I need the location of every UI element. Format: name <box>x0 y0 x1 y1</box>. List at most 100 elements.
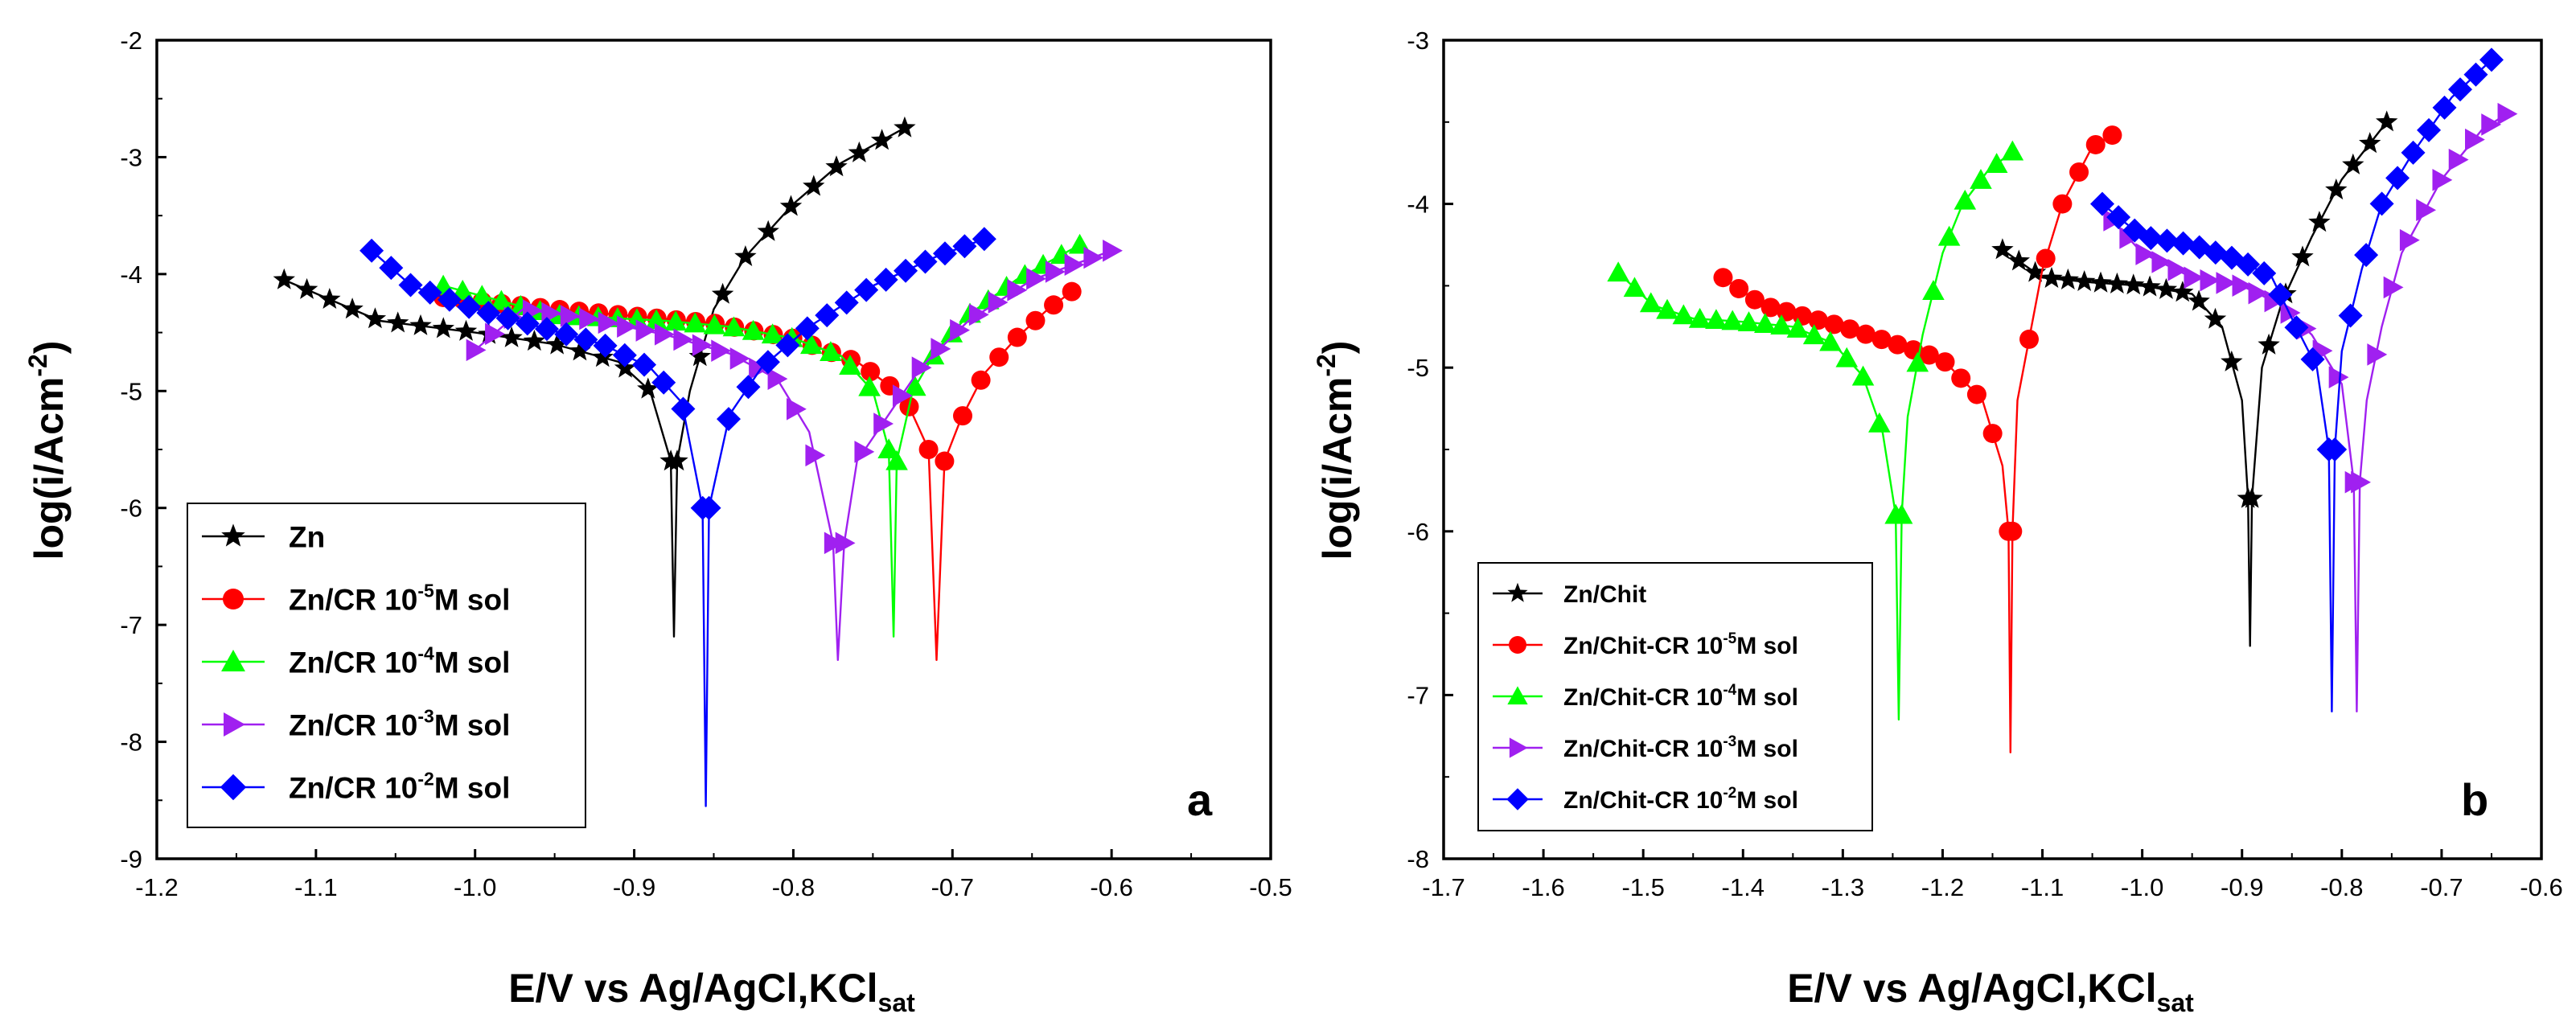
panel-b-series-1-point <box>2007 249 2030 271</box>
panel-b-y-tick-label: -7 <box>1407 681 1429 709</box>
panel-a-series-3-point <box>684 312 707 333</box>
panel-a-plot-frame <box>155 39 1272 860</box>
panel-b-series-1-point <box>2023 261 2047 282</box>
panel-b-series-2-point <box>1855 324 1876 344</box>
panel-a-y-tick-label: -4 <box>120 261 142 289</box>
panel-b-series-2-point <box>1744 289 1765 310</box>
panel-a-series-4-point <box>749 357 769 380</box>
panel-a-series-4-point <box>835 531 856 555</box>
panel-b-series-5-point <box>2479 47 2504 72</box>
panel-a-series-2-point <box>861 362 881 382</box>
panel-a-series-1-point <box>318 288 341 309</box>
panel-b-series-4-point <box>2481 113 2502 136</box>
panel-b-series-5-point <box>2447 77 2472 102</box>
panel-b-x-tick-label: -1.6 <box>1522 873 1564 901</box>
panel-b-series-3-point <box>1607 261 1629 282</box>
panel-b-label: b <box>2461 774 2488 825</box>
panel-b-series-1-point <box>2089 271 2112 293</box>
panel-a-series-5-point <box>476 301 501 326</box>
panel-b-series-2-point <box>2069 162 2089 183</box>
panel-a-series-4-point <box>892 384 913 407</box>
panel-a-x-tick-label: -0.9 <box>613 873 655 901</box>
panel-a-series-5-point <box>417 280 442 305</box>
panel-b-legend-marker <box>1507 686 1528 705</box>
panel-b-series-2-point <box>1824 314 1844 334</box>
panel-a-series-4-point <box>654 323 675 346</box>
panel-a-series-2-point <box>918 440 939 459</box>
panel-b-x-axis-label: E/V vs Ag/AgCl,KClsat <box>1787 966 2194 1017</box>
panel-b-series-5 <box>2090 47 2504 712</box>
panel-b-series-2-point <box>1935 352 1955 372</box>
panel-b-series-3-point <box>1835 347 1859 367</box>
panel-a-series-1-point <box>387 311 409 333</box>
panel-a-series-4-point <box>911 356 932 379</box>
panel-a-y-tick-label: -2 <box>120 27 142 55</box>
panel-a-x-axis-label: E/V vs Ag/AgCl,KClsat <box>508 966 915 1017</box>
panel-b-series-5-point <box>2236 252 2261 277</box>
panel-a-series-5-point <box>834 290 859 315</box>
panel-a-series-1-point <box>295 277 318 299</box>
panel-b-series-5-point <box>2401 140 2426 165</box>
panel-a-series-1-point <box>273 268 295 289</box>
panel-a-series-5-point <box>952 234 977 259</box>
panel-b-x-tick-label: -0.9 <box>2221 873 2263 901</box>
panel-a-series-1-point <box>825 155 848 177</box>
panel-a-series-4-point <box>873 412 894 435</box>
panel-b-series-3-point <box>1688 307 1711 328</box>
panel-a-series-5-point <box>815 303 840 328</box>
panel-b-series-3-point <box>1737 311 1760 331</box>
panel-b-series-5-point <box>2300 347 2325 371</box>
panel-b-series-4-point <box>2184 266 2204 289</box>
panel-b-series-4-point <box>2448 148 2469 171</box>
panel-b-series-1-point <box>1991 238 2014 260</box>
panel-b-series-5-point <box>2432 95 2457 120</box>
panel-a-x-tick-label: -1.2 <box>135 873 178 901</box>
panel-b-series-1-point <box>2188 289 2210 311</box>
panel-b-series-1-point <box>2221 350 2243 371</box>
panel-b-series-2-point <box>2019 329 2039 349</box>
panel-a-series-4-point <box>692 334 713 357</box>
panel-a-series-1-point <box>637 377 659 399</box>
panel-b-series-1-point <box>2155 277 2178 299</box>
panel-b-series-4-point <box>2232 274 2253 298</box>
panel-b-series-4 <box>2103 102 2518 712</box>
panel-a-y-tick-label: -3 <box>120 143 142 171</box>
panel-b-series-5-point <box>2369 191 2394 216</box>
panel-a-legend-item: Zn/CR 10-5M sol <box>202 580 510 616</box>
panel-a-series-4-point <box>560 305 581 327</box>
panel-b-series-4-point <box>2367 343 2388 366</box>
panel-b-series-1-point <box>2376 110 2398 132</box>
panel-b-series-2-point <box>2052 194 2073 214</box>
panel-a-series-3-point <box>645 309 668 330</box>
panel-b-series-1-point <box>2308 211 2331 232</box>
panel-b-x-tick-label: -0.6 <box>2520 873 2562 901</box>
panel-a-series-4-point <box>485 322 505 346</box>
panel-a-series-5-point <box>515 311 540 336</box>
panel-a-series-3-point <box>664 310 687 331</box>
panel-a-x-tick-label: -1.1 <box>294 873 337 901</box>
panel-b-series-2-point <box>1871 330 1892 350</box>
panel-b-y-tick-label: -5 <box>1407 354 1429 382</box>
panel-b-series-2-point <box>1951 368 1971 388</box>
panel-a-series-2-point <box>935 451 955 471</box>
panel-b-legend-item: Zn/Chit <box>1493 581 1646 608</box>
panel-a-series-5-point <box>612 343 637 367</box>
panel-a-series-5-point <box>379 256 404 281</box>
panel-b-series-4-point <box>2497 102 2518 125</box>
panel-a-series-4-point <box>950 318 970 342</box>
panel-b-series-5-point <box>2385 166 2410 191</box>
panel-a-series-4-point <box>673 328 694 351</box>
panel-b-series-1-point <box>2258 333 2280 355</box>
panel-b-legend-box <box>1477 562 1873 831</box>
panel-b-legend: Zn/Chit Zn/Chit-CR 10-5M sol Zn/Chit-CR 10… <box>1477 562 1873 831</box>
panel-a-series-4-point <box>988 291 1009 314</box>
panel-a-legend-label: Zn/CR 10-3M sol <box>289 705 510 741</box>
panel-a-series-4-point <box>1026 267 1046 290</box>
panel-a-x-tick-label: -0.7 <box>931 873 974 901</box>
panel-b-x-tick-label: -1.1 <box>2021 873 2064 901</box>
chart-panel-a: -1.2 -1.1 -1.0 -0.9 -0.8 -0.7 -0.6 -0.5 -9 -8 -7 -6… <box>23 27 1292 1017</box>
panel-b-series-4-point <box>2167 258 2188 281</box>
panel-b-y-tick-label: -6 <box>1407 518 1429 546</box>
panel-a-series-3-point <box>799 334 823 355</box>
